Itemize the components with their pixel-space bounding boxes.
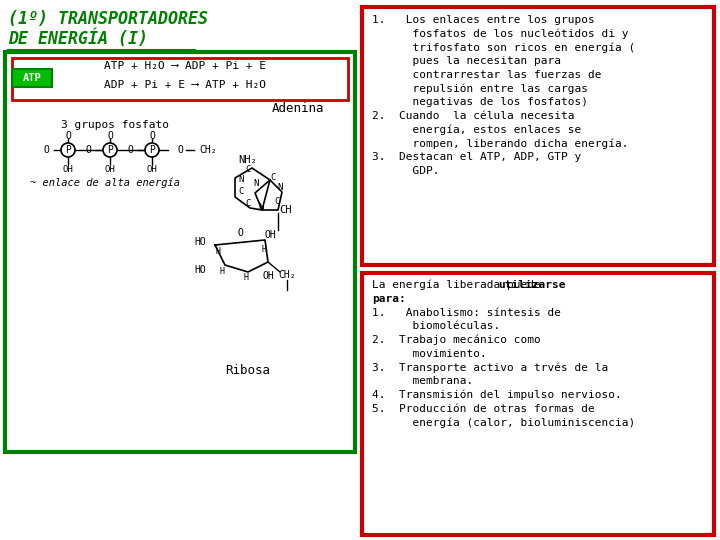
Text: O: O [177, 145, 183, 155]
Text: CH₂: CH₂ [199, 145, 217, 155]
Text: H: H [220, 267, 225, 276]
Text: OH: OH [264, 230, 276, 240]
Text: 3 grupos fosfato: 3 grupos fosfato [61, 120, 169, 130]
Text: utilizarse: utilizarse [498, 280, 566, 290]
Text: Adenina: Adenina [271, 102, 324, 114]
Text: O: O [127, 145, 133, 155]
FancyBboxPatch shape [12, 69, 52, 87]
Text: O: O [43, 145, 49, 155]
FancyBboxPatch shape [362, 7, 714, 265]
Text: O: O [237, 228, 243, 238]
Text: N: N [258, 204, 264, 213]
Text: H: H [261, 246, 266, 254]
FancyBboxPatch shape [362, 273, 714, 535]
Text: ~ enlace de alta energía: ~ enlace de alta energía [30, 178, 180, 188]
Text: ADP + Pi + E ⟶ ATP + H₂O: ADP + Pi + E ⟶ ATP + H₂O [104, 80, 266, 90]
Text: P: P [149, 145, 155, 155]
Text: (1º) TRANSPORTADORES: (1º) TRANSPORTADORES [8, 10, 208, 28]
Text: para:: para: [372, 294, 406, 304]
Text: CH₂: CH₂ [278, 270, 296, 280]
FancyBboxPatch shape [12, 58, 348, 100]
Text: ATP + H₂O ⟶ ADP + Pi + E: ATP + H₂O ⟶ ADP + Pi + E [104, 61, 266, 71]
Text: C: C [270, 173, 276, 183]
Text: C: C [246, 199, 251, 208]
Text: P: P [107, 145, 113, 155]
FancyBboxPatch shape [5, 52, 355, 452]
Text: 1.   Anabolismo: síntesis de
      biomoléculas.
2.  Trabajo mecánico como
     : 1. Anabolismo: síntesis de biomoléculas.… [372, 308, 635, 428]
Text: H: H [243, 273, 248, 282]
Text: La energía liberada puede: La energía liberada puede [372, 280, 547, 291]
Text: OH: OH [147, 165, 158, 173]
Circle shape [103, 143, 117, 157]
Text: HO: HO [194, 265, 206, 275]
Text: O: O [107, 131, 113, 141]
Text: CH: CH [280, 205, 292, 215]
Text: C: C [274, 198, 279, 206]
Circle shape [145, 143, 159, 157]
Circle shape [61, 143, 75, 157]
Text: OH: OH [262, 271, 274, 281]
Text: H: H [215, 247, 220, 256]
Text: DE ENERGÍA (I): DE ENERGÍA (I) [8, 29, 148, 48]
Text: N: N [253, 179, 258, 187]
Text: HO: HO [194, 237, 206, 247]
Text: P: P [65, 145, 71, 155]
Text: OH: OH [104, 165, 115, 173]
Text: O: O [85, 145, 91, 155]
Text: N: N [277, 184, 283, 192]
Text: N: N [238, 174, 243, 184]
Text: 1.   Los enlaces entre los grupos
      fosfatos de los nucleótidos di y
      t: 1. Los enlaces entre los grupos fosfatos… [372, 15, 635, 176]
Text: NH₂: NH₂ [238, 155, 257, 165]
Text: C: C [238, 187, 243, 197]
Text: O: O [149, 131, 155, 141]
Text: ATP: ATP [22, 73, 41, 83]
Text: C: C [246, 165, 251, 174]
Text: Ribosa: Ribosa [225, 363, 271, 376]
Text: O: O [65, 131, 71, 141]
Text: OH: OH [63, 165, 73, 173]
